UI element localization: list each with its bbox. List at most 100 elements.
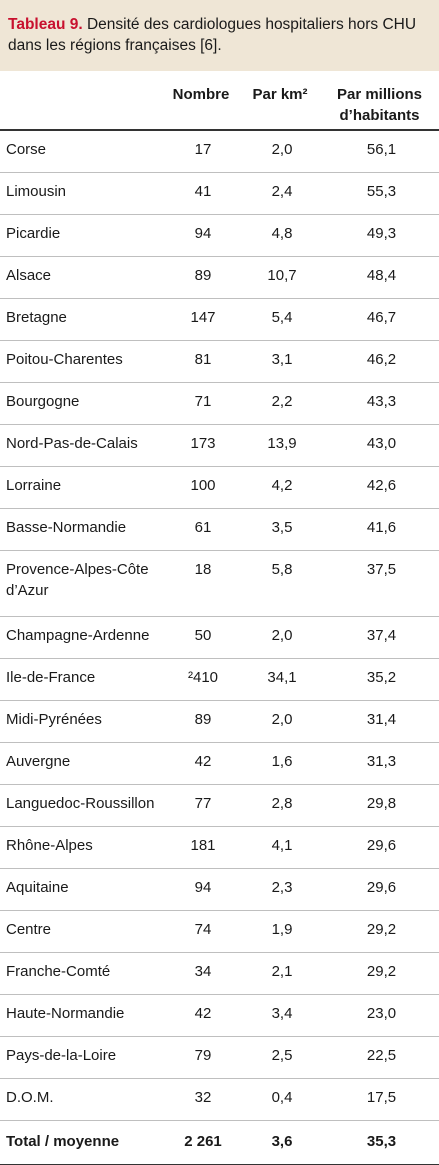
par-km2-cell: 5,4 (240, 298, 320, 341)
nombre-cell: 17 (162, 130, 240, 173)
region-cell: Poitou-Charentes (0, 340, 162, 383)
par-millions-cell: 42,6 (320, 466, 439, 509)
header-par-millions-habitants: Par millions d’habitants (320, 71, 439, 131)
total-par-millions: 35,3 (320, 1120, 439, 1165)
par-millions-cell: 37,5 (320, 550, 439, 617)
par-km2-cell: 13,9 (240, 424, 320, 467)
nombre-cell: 61 (162, 508, 240, 551)
region-cell: Pays-de-la-Loire (0, 1036, 162, 1079)
par-millions-cell: 43,0 (320, 424, 439, 467)
region-cell: Auvergne (0, 742, 162, 785)
par-km2-cell: 3,4 (240, 994, 320, 1037)
nombre-cell: 32 (162, 1078, 240, 1121)
nombre-cell: 71 (162, 382, 240, 425)
par-millions-cell: 37,4 (320, 616, 439, 659)
nombre-cell: 94 (162, 868, 240, 911)
par-millions-cell: 29,2 (320, 952, 439, 995)
table-row: Pays-de-la-Loire 79 2,5 22,5 (0, 1036, 439, 1079)
table-row: Provence-Alpes-Côte d’Azur 18 5,8 37,5 (0, 550, 439, 617)
table-row: Alsace 89 10,7 48,4 (0, 256, 439, 299)
table-row: Centre 74 1,9 29,2 (0, 910, 439, 953)
par-km2-cell: 5,8 (240, 550, 320, 617)
header-row: Nombre Par km² Par millions d’habitants (0, 71, 439, 131)
region-cell: Aquitaine (0, 868, 162, 911)
table-row: Basse-Normandie 61 3,5 41,6 (0, 508, 439, 551)
nombre-cell: 34 (162, 952, 240, 995)
par-km2-cell: 34,1 (240, 658, 320, 701)
nombre-cell: 79 (162, 1036, 240, 1079)
nombre-cell: 50 (162, 616, 240, 659)
par-millions-cell: 46,7 (320, 298, 439, 341)
region-cell: Nord-Pas-de-Calais (0, 424, 162, 467)
par-km2-cell: 4,8 (240, 214, 320, 257)
par-millions-cell: 49,3 (320, 214, 439, 257)
region-cell: Midi-Pyrénées (0, 700, 162, 743)
table-row: Auvergne 42 1,6 31,3 (0, 742, 439, 785)
table-row: Ile-de-France ²410 34,1 35,2 (0, 658, 439, 701)
header-region (0, 71, 162, 131)
par-km2-cell: 2,8 (240, 784, 320, 827)
par-km2-cell: 2,0 (240, 130, 320, 173)
region-cell: D.O.M. (0, 1078, 162, 1121)
nombre-cell: 77 (162, 784, 240, 827)
par-millions-cell: 41,6 (320, 508, 439, 551)
par-km2-cell: 2,4 (240, 172, 320, 215)
par-millions-cell: 55,3 (320, 172, 439, 215)
table-row: D.O.M. 32 0,4 17,5 (0, 1078, 439, 1121)
par-millions-cell: 56,1 (320, 130, 439, 173)
region-cell: Bretagne (0, 298, 162, 341)
par-millions-cell: 35,2 (320, 658, 439, 701)
nombre-cell: 173 (162, 424, 240, 467)
region-cell: Alsace (0, 256, 162, 299)
par-millions-cell: 29,2 (320, 910, 439, 953)
nombre-cell: 81 (162, 340, 240, 383)
region-cell: Haute-Normandie (0, 994, 162, 1037)
table-number: Tableau 9. (8, 16, 83, 33)
region-cell: Languedoc-Roussillon (0, 784, 162, 827)
table-row: Midi-Pyrénées 89 2,0 31,4 (0, 700, 439, 743)
par-km2-cell: 4,1 (240, 826, 320, 869)
par-km2-cell: 3,5 (240, 508, 320, 551)
par-millions-cell: 31,4 (320, 700, 439, 743)
header-par-km2: Par km² (240, 71, 320, 131)
total-label: Total / moyenne (0, 1120, 162, 1165)
nombre-cell: 74 (162, 910, 240, 953)
nombre-cell: 41 (162, 172, 240, 215)
nombre-cell: 147 (162, 298, 240, 341)
par-millions-cell: 31,3 (320, 742, 439, 785)
par-km2-cell: 0,4 (240, 1078, 320, 1121)
par-millions-cell: 29,6 (320, 826, 439, 869)
region-cell: Picardie (0, 214, 162, 257)
nombre-cell: 89 (162, 700, 240, 743)
table-row: Champagne-Ardenne 50 2,0 37,4 (0, 616, 439, 659)
header-hab-line2: d’habitants (339, 107, 420, 124)
table-row: Bretagne 147 5,4 46,7 (0, 298, 439, 341)
nombre-cell: 42 (162, 994, 240, 1037)
total-par-km2: 3,6 (240, 1120, 320, 1165)
par-km2-cell: 10,7 (240, 256, 320, 299)
table-row: Languedoc-Roussillon 77 2,8 29,8 (0, 784, 439, 827)
nombre-cell: 18 (162, 550, 240, 617)
par-km2-cell: 1,9 (240, 910, 320, 953)
nombre-cell: 181 (162, 826, 240, 869)
par-km2-cell: 3,1 (240, 340, 320, 383)
region-cell: Champagne-Ardenne (0, 616, 162, 659)
table-row: Picardie 94 4,8 49,3 (0, 214, 439, 257)
par-km2-cell: 1,6 (240, 742, 320, 785)
region-cell: Limousin (0, 172, 162, 215)
nombre-cell: ²410 (162, 658, 240, 701)
total-row: Total / moyenne 2 261 3,6 35,3 (0, 1120, 439, 1165)
region-cell: Ile-de-France (0, 658, 162, 701)
par-km2-cell: 2,1 (240, 952, 320, 995)
region-cell: Basse-Normandie (0, 508, 162, 551)
nombre-cell: 42 (162, 742, 240, 785)
table-row: Bourgogne 71 2,2 43,3 (0, 382, 439, 425)
table-row: Rhône-Alpes 181 4,1 29,6 (0, 826, 439, 869)
par-km2-cell: 2,2 (240, 382, 320, 425)
region-cell: Franche-Comté (0, 952, 162, 995)
nombre-cell: 89 (162, 256, 240, 299)
par-km2-cell: 4,2 (240, 466, 320, 509)
table-row: Poitou-Charentes 81 3,1 46,2 (0, 340, 439, 383)
nombre-cell: 94 (162, 214, 240, 257)
par-millions-cell: 23,0 (320, 994, 439, 1037)
